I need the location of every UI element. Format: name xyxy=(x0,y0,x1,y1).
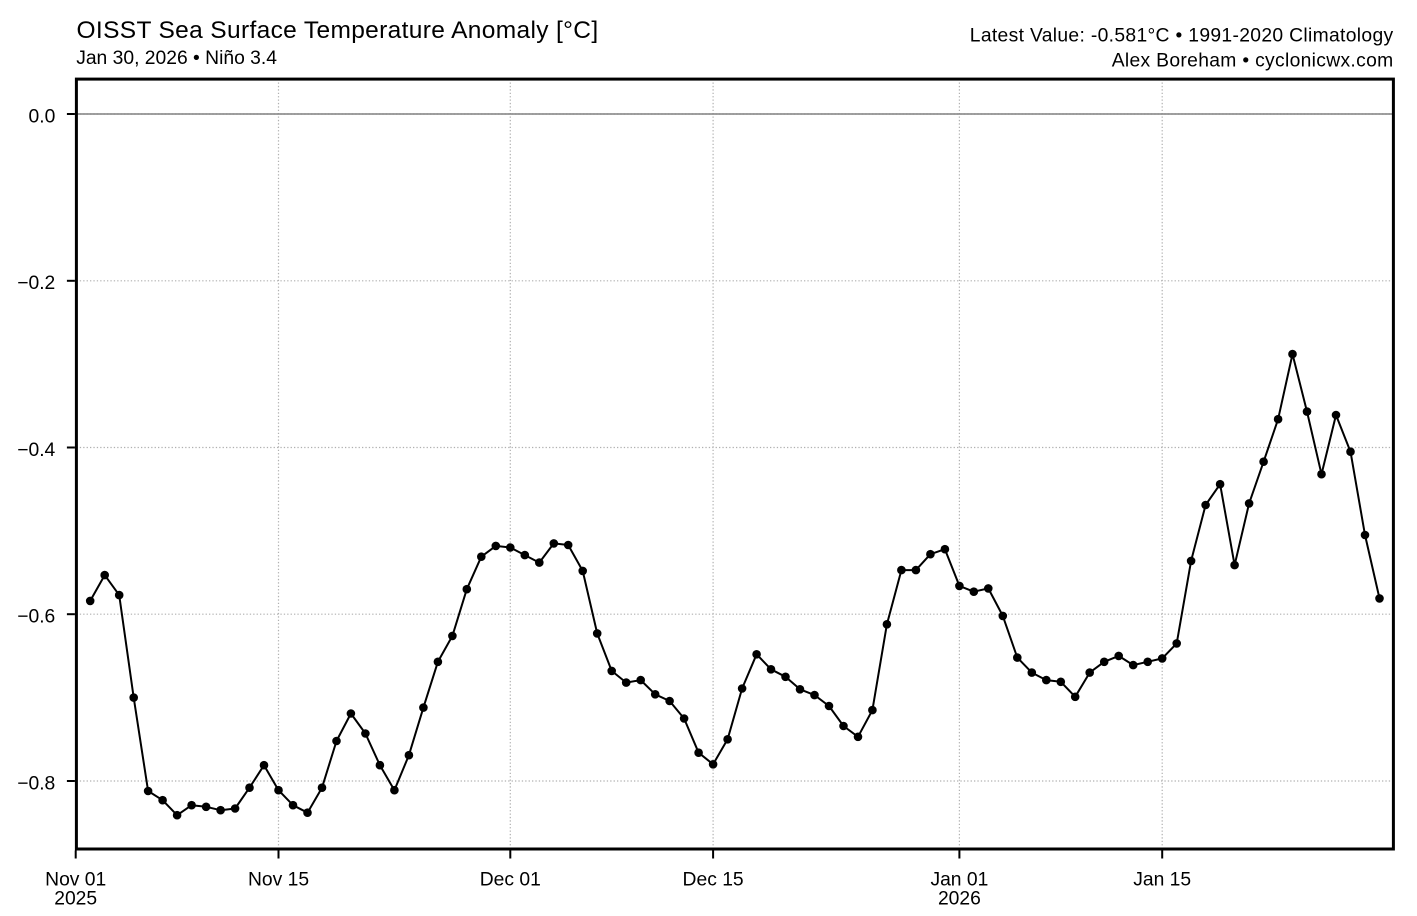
svg-text:0.0: 0.0 xyxy=(28,106,55,127)
svg-text:−0.8: −0.8 xyxy=(17,773,55,794)
svg-text:Jan 30, 2026 • Niño 3.4: Jan 30, 2026 • Niño 3.4 xyxy=(76,48,277,69)
svg-text:Dec 15: Dec 15 xyxy=(683,869,744,890)
svg-text:Nov 01: Nov 01 xyxy=(45,869,106,890)
svg-text:Latest Value: -0.581°C • 1991-: Latest Value: -0.581°C • 1991-2020 Clima… xyxy=(970,26,1394,47)
svg-text:−0.4: −0.4 xyxy=(17,440,55,461)
svg-text:Jan 15: Jan 15 xyxy=(1133,869,1191,890)
svg-text:Alex Boreham • cyclonicwx.com: Alex Boreham • cyclonicwx.com xyxy=(1112,50,1394,71)
svg-text:Dec 01: Dec 01 xyxy=(480,869,541,890)
svg-text:Nov 15: Nov 15 xyxy=(248,869,309,890)
svg-text:2026: 2026 xyxy=(938,888,981,909)
svg-text:−0.6: −0.6 xyxy=(17,607,55,628)
svg-text:−0.2: −0.2 xyxy=(17,273,55,294)
svg-text:Jan 01: Jan 01 xyxy=(930,869,988,890)
svg-text:2025: 2025 xyxy=(54,888,97,909)
svg-text:OISST Sea Surface Temperature: OISST Sea Surface Temperature Anomaly [°… xyxy=(77,17,599,44)
